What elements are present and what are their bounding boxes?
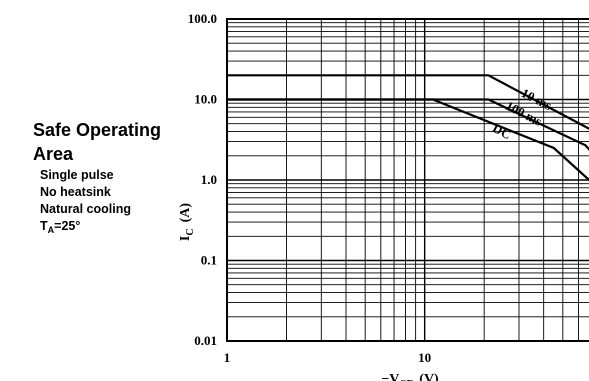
x-tick-label: 10 <box>418 350 431 365</box>
condition-natural-cooling: Natural cooling <box>40 202 131 216</box>
test-conditions: Single pulse No heatsink Natural cooling… <box>40 167 131 235</box>
y-tick-label: 0.01 <box>194 333 217 348</box>
chart-grid <box>226 19 589 342</box>
condition-no-heatsink: No heatsink <box>40 185 111 199</box>
temp-value: =25° <box>54 219 81 233</box>
x-axis-label-main: −V <box>381 372 399 381</box>
y-axis-label-unit: (A) <box>178 203 193 223</box>
y-tick-label: 0.1 <box>201 253 217 268</box>
y-tick-label: 1.0 <box>201 172 217 187</box>
plot-frame <box>226 18 589 342</box>
y-axis-label-main: I <box>178 236 193 241</box>
condition-temperature: TA=25° <box>40 218 131 235</box>
series-lines <box>227 74 589 182</box>
series-line-0 <box>227 74 589 130</box>
x-axis-label-sub: CE <box>399 379 413 381</box>
temp-symbol: T <box>40 219 48 233</box>
plot-border <box>226 18 589 342</box>
x-tick-labels: 1101001000 <box>224 350 431 365</box>
y-axis-label-sub: C <box>185 228 196 235</box>
temp-subscript: A <box>47 225 55 235</box>
chart-side-title: Safe Operating Area <box>33 120 162 164</box>
y-axis-label: IC (A) <box>178 203 196 241</box>
condition-single-pulse: Single pulse <box>40 168 114 182</box>
y-tick-label: 10.0 <box>194 92 217 107</box>
y-tick-label: 100.0 <box>188 11 217 26</box>
y-tick-labels: 0.01 0.1 1.0 10.0 100.0 <box>188 11 217 348</box>
x-axis-label: −VCE (V) <box>381 372 439 381</box>
x-tick-label: 1 <box>224 350 231 365</box>
series-line-2 <box>227 98 589 182</box>
x-axis-label-unit: (V) <box>419 372 439 381</box>
